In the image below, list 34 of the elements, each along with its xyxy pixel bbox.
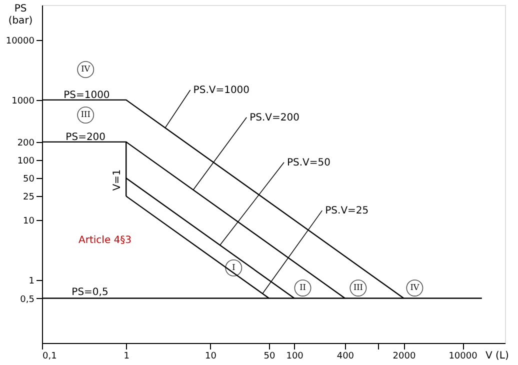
y-tick-label: 25 (23, 192, 34, 203)
y-tick-label: 1000 (12, 96, 35, 106)
x-tick-label: 10000 (448, 352, 478, 362)
annotation: PS=200 (66, 132, 106, 144)
y-tick-label: 10000 (6, 36, 35, 46)
annotation: III (80, 110, 90, 120)
x-tick-label: 400 (336, 352, 354, 362)
annotation: IV (410, 283, 420, 292)
y-tick-label: 10 (23, 216, 35, 227)
y-tick-label: 50 (23, 174, 35, 185)
x-tick-label: 10 (204, 352, 217, 362)
annotation: V=1 (112, 169, 123, 191)
annotation: III (353, 283, 363, 292)
annotation: I (232, 262, 236, 272)
x-axis-title: V (L) (486, 350, 509, 362)
annotation: PS.V=1000 (193, 85, 250, 96)
annotation: II (300, 283, 306, 292)
annotation: PS.V=200 (250, 112, 300, 124)
x-tick-label: 0,1 (42, 352, 57, 362)
annotation: PS=0,5 (72, 287, 108, 298)
y-tick-label: 100 (17, 156, 35, 166)
annotation: Article 4§3 (78, 235, 132, 246)
annotation: PS.V=50 (286, 157, 331, 168)
x-tick-label: 100 (286, 352, 304, 362)
annotation: PS.V=25 (325, 206, 369, 217)
annotation: PS=1000 (64, 90, 110, 102)
y-tick-label: 0,5 (20, 294, 34, 305)
x-tick-label: 50 (264, 352, 276, 362)
x-tick-label: 1 (124, 352, 130, 362)
x-tick-label: 2000 (392, 352, 416, 362)
y-axis-title: PS (bar) (8, 4, 33, 26)
annotation: IV (81, 64, 90, 74)
y-tick-label: 200 (17, 138, 35, 148)
y-tick-label: 1 (28, 276, 34, 287)
